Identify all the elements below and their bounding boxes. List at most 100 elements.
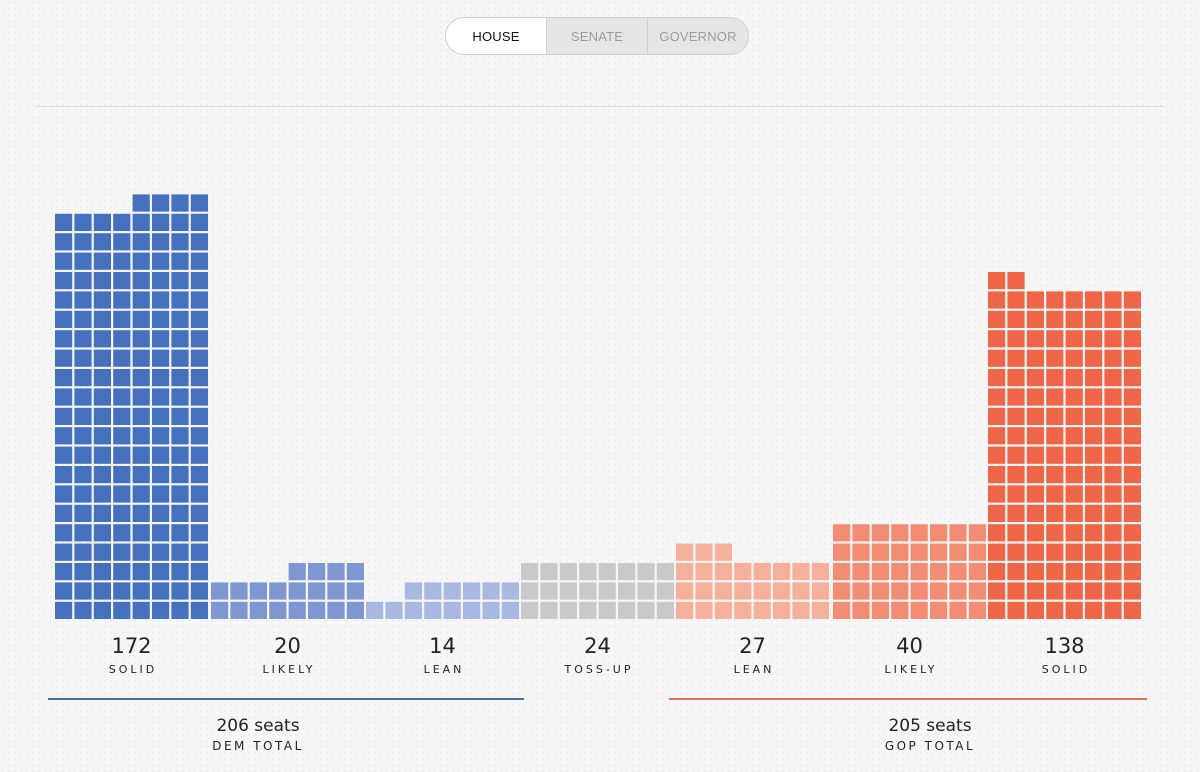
seat-square — [1104, 388, 1122, 406]
seat-square — [753, 601, 771, 619]
seat-square — [1065, 291, 1083, 309]
seat-square — [190, 330, 208, 348]
seat-square — [152, 272, 170, 290]
seat-square — [1026, 446, 1044, 464]
seat-square — [1104, 330, 1122, 348]
seat-square — [1085, 563, 1103, 581]
seat-square — [833, 601, 851, 619]
seat-square — [695, 601, 713, 619]
seat-square — [55, 272, 73, 290]
seat-square — [288, 563, 306, 581]
seat-square — [55, 601, 73, 619]
seat-square — [988, 388, 1006, 406]
seat-square — [695, 543, 713, 561]
value-label: 27 — [739, 634, 766, 658]
seat-square — [190, 252, 208, 270]
seat-square — [132, 466, 150, 484]
seat-square — [1065, 446, 1083, 464]
seat-square — [132, 446, 150, 464]
seat-square — [366, 601, 384, 619]
seat-square — [968, 601, 986, 619]
seat-square — [190, 601, 208, 619]
seat-square — [171, 272, 189, 290]
seat-square — [171, 213, 189, 231]
seat-square — [113, 349, 131, 367]
seat-square — [308, 563, 326, 581]
seat-square — [308, 601, 326, 619]
seat-square — [1123, 601, 1141, 619]
seat-square — [792, 563, 810, 581]
seat-square — [1123, 524, 1141, 542]
seat-square — [1007, 349, 1025, 367]
seat-square — [1123, 291, 1141, 309]
seat-square — [190, 563, 208, 581]
header-divider — [34, 106, 1164, 107]
seat-square — [190, 446, 208, 464]
seat-square — [74, 213, 92, 231]
seat-square — [1046, 388, 1064, 406]
seat-square — [190, 466, 208, 484]
seat-square — [714, 543, 732, 561]
seat-square — [171, 563, 189, 581]
seat-square — [1085, 291, 1103, 309]
seat-square — [93, 543, 111, 561]
seat-square — [132, 213, 150, 231]
seat-square — [113, 272, 131, 290]
seat-square — [1007, 524, 1025, 542]
seat-square — [1026, 601, 1044, 619]
tab-governor[interactable]: GOVERNOR — [647, 18, 748, 54]
seat-square — [55, 291, 73, 309]
seat-square — [1104, 291, 1122, 309]
seat-square — [74, 369, 92, 387]
tab-senate[interactable]: SENATE — [546, 18, 647, 54]
seat-square — [852, 563, 870, 581]
seat-square — [74, 233, 92, 251]
seat-square — [55, 252, 73, 270]
seat-square — [1046, 446, 1064, 464]
seat-square — [55, 369, 73, 387]
seat-square — [910, 601, 928, 619]
seat-square — [871, 582, 889, 600]
seat-square — [1085, 466, 1103, 484]
seat-square — [540, 563, 558, 581]
seat-square — [891, 563, 909, 581]
seat-square — [1007, 330, 1025, 348]
seat-square — [1046, 582, 1064, 600]
seat-square — [1104, 349, 1122, 367]
bar-group-6 — [988, 272, 1141, 619]
seat-square — [1123, 543, 1141, 561]
seat-square — [891, 543, 909, 561]
seat-square — [1026, 310, 1044, 328]
seat-square — [308, 582, 326, 600]
seat-square — [1026, 582, 1044, 600]
seat-square — [132, 543, 150, 561]
seat-square — [152, 252, 170, 270]
seat-square — [327, 601, 345, 619]
seat-square — [132, 427, 150, 445]
seat-square — [152, 194, 170, 212]
tab-house[interactable]: HOUSE — [446, 18, 546, 54]
seat-square — [1007, 504, 1025, 522]
seat-square — [988, 524, 1006, 542]
seat-square — [1046, 485, 1064, 503]
seat-square — [171, 349, 189, 367]
seat-square — [1104, 601, 1122, 619]
seat-square — [171, 194, 189, 212]
seat-square — [55, 310, 73, 328]
seat-square — [482, 582, 500, 600]
seat-square — [152, 330, 170, 348]
seat-square — [656, 563, 674, 581]
seat-square — [1026, 388, 1044, 406]
seat-square — [1065, 427, 1083, 445]
seat-square — [988, 485, 1006, 503]
seat-square — [521, 601, 539, 619]
seat-square — [1007, 272, 1025, 290]
seat-square — [93, 407, 111, 425]
seat-square — [113, 330, 131, 348]
seat-square — [1046, 427, 1064, 445]
seat-square — [132, 524, 150, 542]
seat-square — [190, 582, 208, 600]
seat-square — [598, 563, 616, 581]
seat-square — [637, 601, 655, 619]
seat-square — [113, 446, 131, 464]
